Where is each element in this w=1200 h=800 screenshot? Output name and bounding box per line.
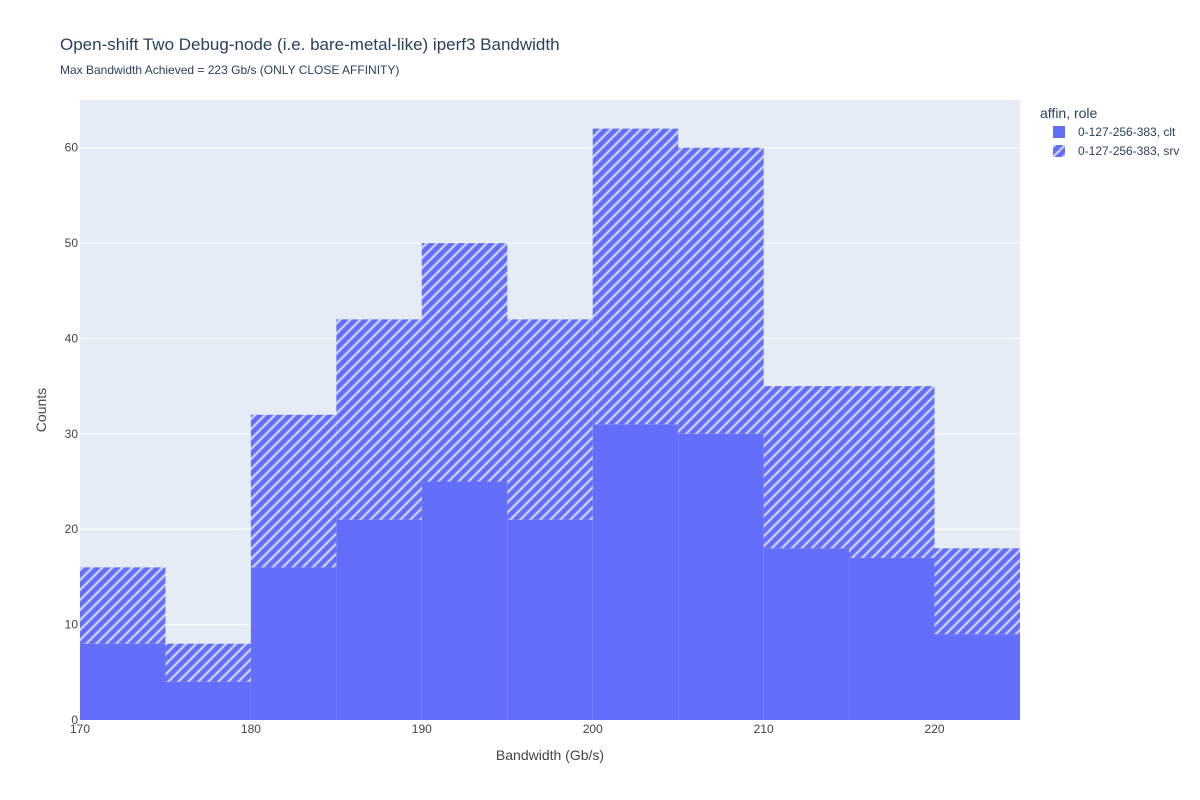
y-tick-label: 30: [65, 427, 79, 441]
x-tick-label: 170: [70, 722, 90, 736]
y-tick-label: 50: [65, 236, 79, 250]
bar-clt[interactable]: [336, 519, 422, 720]
bar-clt[interactable]: [934, 634, 1020, 720]
bars: [80, 128, 1020, 720]
x-axis-ticks: 170 180 190 200 210 220: [70, 722, 945, 736]
x-tick-label: 210: [754, 722, 774, 736]
legend-title: affin, role: [1040, 105, 1098, 121]
legend-label-clt: 0-127-256-383, clt: [1078, 125, 1176, 139]
bar-srv[interactable]: [849, 386, 935, 558]
chart-title: Open-shift Two Debug-node (i.e. bare-met…: [60, 35, 560, 54]
bar-clt[interactable]: [763, 548, 850, 720]
legend-item-clt[interactable]: 0-127-256-383, clt: [1053, 125, 1176, 139]
bar-clt[interactable]: [80, 643, 166, 720]
bar-srv[interactable]: [336, 319, 422, 520]
bar-clt[interactable]: [678, 433, 764, 720]
x-tick-label: 200: [583, 722, 603, 736]
bar-clt[interactable]: [592, 424, 679, 720]
legend-swatch-solid: [1053, 126, 1065, 138]
bar-srv[interactable]: [763, 386, 850, 549]
x-tick-label: 220: [925, 722, 945, 736]
y-axis-title: Counts: [33, 388, 49, 432]
bar-srv[interactable]: [934, 548, 1020, 635]
chart-subtitle: Max Bandwidth Achieved = 223 Gb/s (ONLY …: [60, 63, 399, 77]
legend-item-srv[interactable]: 0-127-256-383, srv: [1053, 144, 1179, 158]
bar-clt[interactable]: [250, 567, 337, 720]
legend: affin, role 0-127-256-383, clt 0-127-256…: [1040, 105, 1179, 158]
bar-srv[interactable]: [507, 319, 593, 520]
x-tick-label: 190: [412, 722, 432, 736]
legend-label-srv: 0-127-256-383, srv: [1078, 144, 1179, 158]
x-axis-title: Bandwidth (Gb/s): [496, 747, 604, 763]
y-tick-label: 60: [65, 141, 79, 155]
bar-clt[interactable]: [849, 557, 935, 720]
bar-srv[interactable]: [592, 128, 679, 425]
y-tick-label: 20: [65, 522, 79, 536]
bar-srv[interactable]: [165, 643, 251, 682]
bar-srv[interactable]: [250, 414, 337, 568]
bar-srv[interactable]: [421, 243, 508, 482]
y-tick-label: 40: [65, 331, 79, 345]
bar-clt[interactable]: [421, 481, 508, 720]
bar-clt[interactable]: [507, 519, 593, 720]
y-axis-ticks: 0 10 20 30 40 50 60: [65, 141, 79, 727]
bar-clt[interactable]: [165, 681, 251, 720]
x-tick-label: 180: [241, 722, 261, 736]
y-tick-label: 10: [65, 618, 79, 632]
legend-swatch-hatched: [1053, 145, 1065, 157]
y-tick-label: 0: [71, 713, 78, 727]
bar-srv[interactable]: [678, 147, 764, 434]
bar-srv[interactable]: [80, 567, 166, 644]
